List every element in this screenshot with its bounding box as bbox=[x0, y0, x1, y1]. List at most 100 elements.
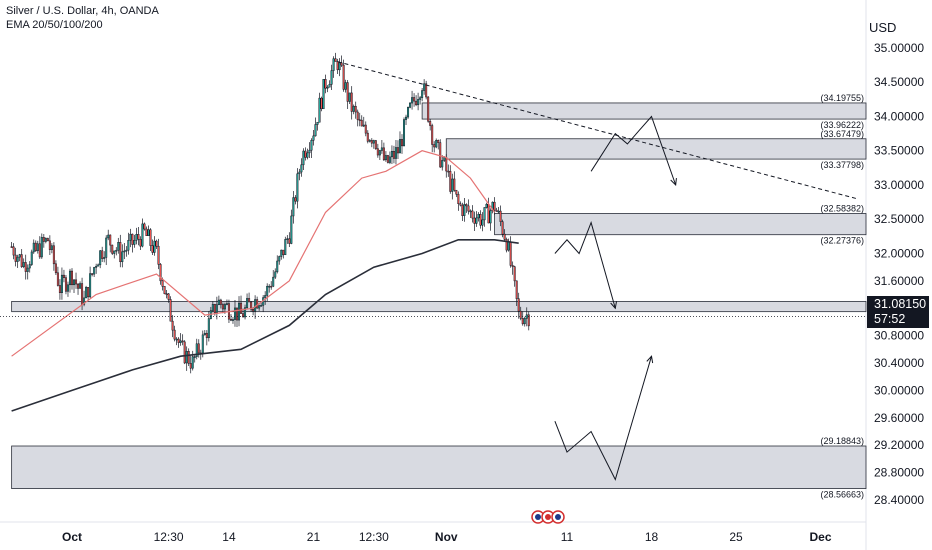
candle-body bbox=[229, 318, 232, 321]
candle-body bbox=[421, 90, 424, 98]
candle-body bbox=[298, 171, 301, 175]
candle-body bbox=[201, 334, 204, 354]
candle-body bbox=[328, 84, 331, 88]
indicator-legend: EMA 20/50/100/200 bbox=[6, 19, 103, 31]
x-tick-label: 12:30 bbox=[359, 530, 389, 544]
candle-body bbox=[50, 245, 53, 250]
candle-body bbox=[248, 298, 251, 303]
candle-body bbox=[68, 270, 71, 286]
candle-body bbox=[519, 310, 522, 319]
candle-body bbox=[354, 105, 357, 113]
zone-0 bbox=[421, 102, 867, 120]
candle-body bbox=[215, 304, 218, 313]
ema-lines bbox=[11, 150, 519, 412]
zone-1 bbox=[445, 138, 867, 160]
candle-body bbox=[117, 242, 120, 251]
candle-body bbox=[396, 147, 399, 154]
candle-body bbox=[173, 329, 176, 340]
price-axis[interactable]: 35.00000 34.50000 34.00000 33.50000 33.00000… bbox=[874, 41, 924, 507]
candle-body bbox=[374, 140, 377, 149]
zone-bottom-label: (28.56663) bbox=[820, 490, 864, 500]
candle-body bbox=[213, 304, 216, 313]
x-tick-label: 18 bbox=[645, 530, 659, 544]
candle-body bbox=[36, 243, 39, 251]
candle-body bbox=[195, 343, 198, 357]
candle-body bbox=[338, 62, 341, 71]
candle-body bbox=[113, 250, 116, 254]
zone-3 bbox=[11, 300, 867, 313]
candle-body bbox=[405, 116, 408, 120]
candle-body bbox=[183, 341, 186, 364]
candle-body bbox=[111, 244, 114, 254]
candle-body bbox=[252, 309, 255, 312]
x-tick-label: 25 bbox=[729, 530, 743, 544]
candle-body bbox=[52, 245, 55, 265]
time-axis[interactable]: Oct 12:30 14 21 12:30 Nov 11 18 25 Dec bbox=[62, 530, 832, 544]
y-tick-label: 32.00000 bbox=[874, 246, 924, 260]
annotation-lines bbox=[0, 61, 866, 317]
candle-body bbox=[233, 307, 236, 320]
candle-body bbox=[169, 299, 172, 322]
candle-body bbox=[231, 319, 234, 321]
events-flag-icon[interactable] bbox=[528, 510, 568, 524]
candle-body bbox=[483, 207, 486, 221]
candle-body bbox=[443, 157, 446, 161]
candle-body bbox=[60, 274, 63, 293]
candle-body bbox=[48, 240, 51, 250]
candle-body bbox=[346, 82, 349, 102]
zone-4 bbox=[11, 445, 867, 489]
projection-arrowhead-icon bbox=[670, 177, 677, 187]
candle-body bbox=[515, 280, 518, 299]
candle-body bbox=[465, 204, 468, 207]
candle-body bbox=[386, 155, 389, 163]
projection-path-0 bbox=[590, 115, 677, 186]
candle-body bbox=[119, 242, 122, 263]
y-tick-label: 33.50000 bbox=[874, 144, 924, 158]
candle-body bbox=[467, 205, 470, 212]
candle-body bbox=[125, 249, 128, 252]
y-tick-label: 29.60000 bbox=[874, 411, 924, 425]
candle-body bbox=[372, 140, 375, 144]
candle-body bbox=[419, 97, 422, 100]
candle-body bbox=[463, 204, 466, 216]
candle-body bbox=[105, 237, 108, 258]
candle-body bbox=[318, 97, 321, 123]
candle-body bbox=[97, 264, 100, 267]
candle-body bbox=[85, 287, 88, 299]
candle-body bbox=[511, 265, 514, 267]
candle-body bbox=[107, 234, 110, 239]
zone-bottom-label: (33.37798) bbox=[820, 160, 864, 170]
candle-body bbox=[348, 92, 351, 102]
candle-body bbox=[42, 237, 45, 242]
zone-top-label: (32.58382) bbox=[820, 203, 864, 213]
candle-body bbox=[193, 356, 196, 358]
candle-body bbox=[56, 272, 59, 286]
candle-body bbox=[451, 178, 454, 192]
candle-body bbox=[225, 303, 228, 305]
zone-top-label: (33.67479) bbox=[820, 129, 864, 139]
candle-body bbox=[66, 284, 69, 292]
candle-body bbox=[294, 197, 297, 202]
candle-body bbox=[326, 86, 329, 89]
candle-body bbox=[296, 173, 299, 202]
zone-bottom-label: (33.96222) bbox=[820, 120, 864, 130]
candle-body bbox=[133, 240, 136, 245]
zone-2 bbox=[494, 213, 867, 236]
candle-body bbox=[284, 239, 287, 256]
candle-body bbox=[101, 250, 104, 259]
candle-body bbox=[175, 338, 178, 341]
projection-arrows bbox=[554, 115, 677, 481]
x-tick-label: Dec bbox=[810, 530, 832, 544]
candle-body bbox=[507, 241, 510, 251]
candle-body bbox=[340, 62, 343, 66]
candle-body bbox=[30, 251, 33, 265]
candle-body bbox=[378, 150, 381, 156]
x-tick-label: Nov bbox=[435, 530, 458, 544]
candle-body bbox=[527, 314, 530, 327]
candle-body bbox=[115, 249, 118, 252]
candle-body bbox=[161, 280, 164, 287]
candle-body bbox=[123, 250, 126, 253]
y-tick-label: 30.40000 bbox=[874, 356, 924, 370]
currency-label: USD bbox=[869, 20, 897, 35]
